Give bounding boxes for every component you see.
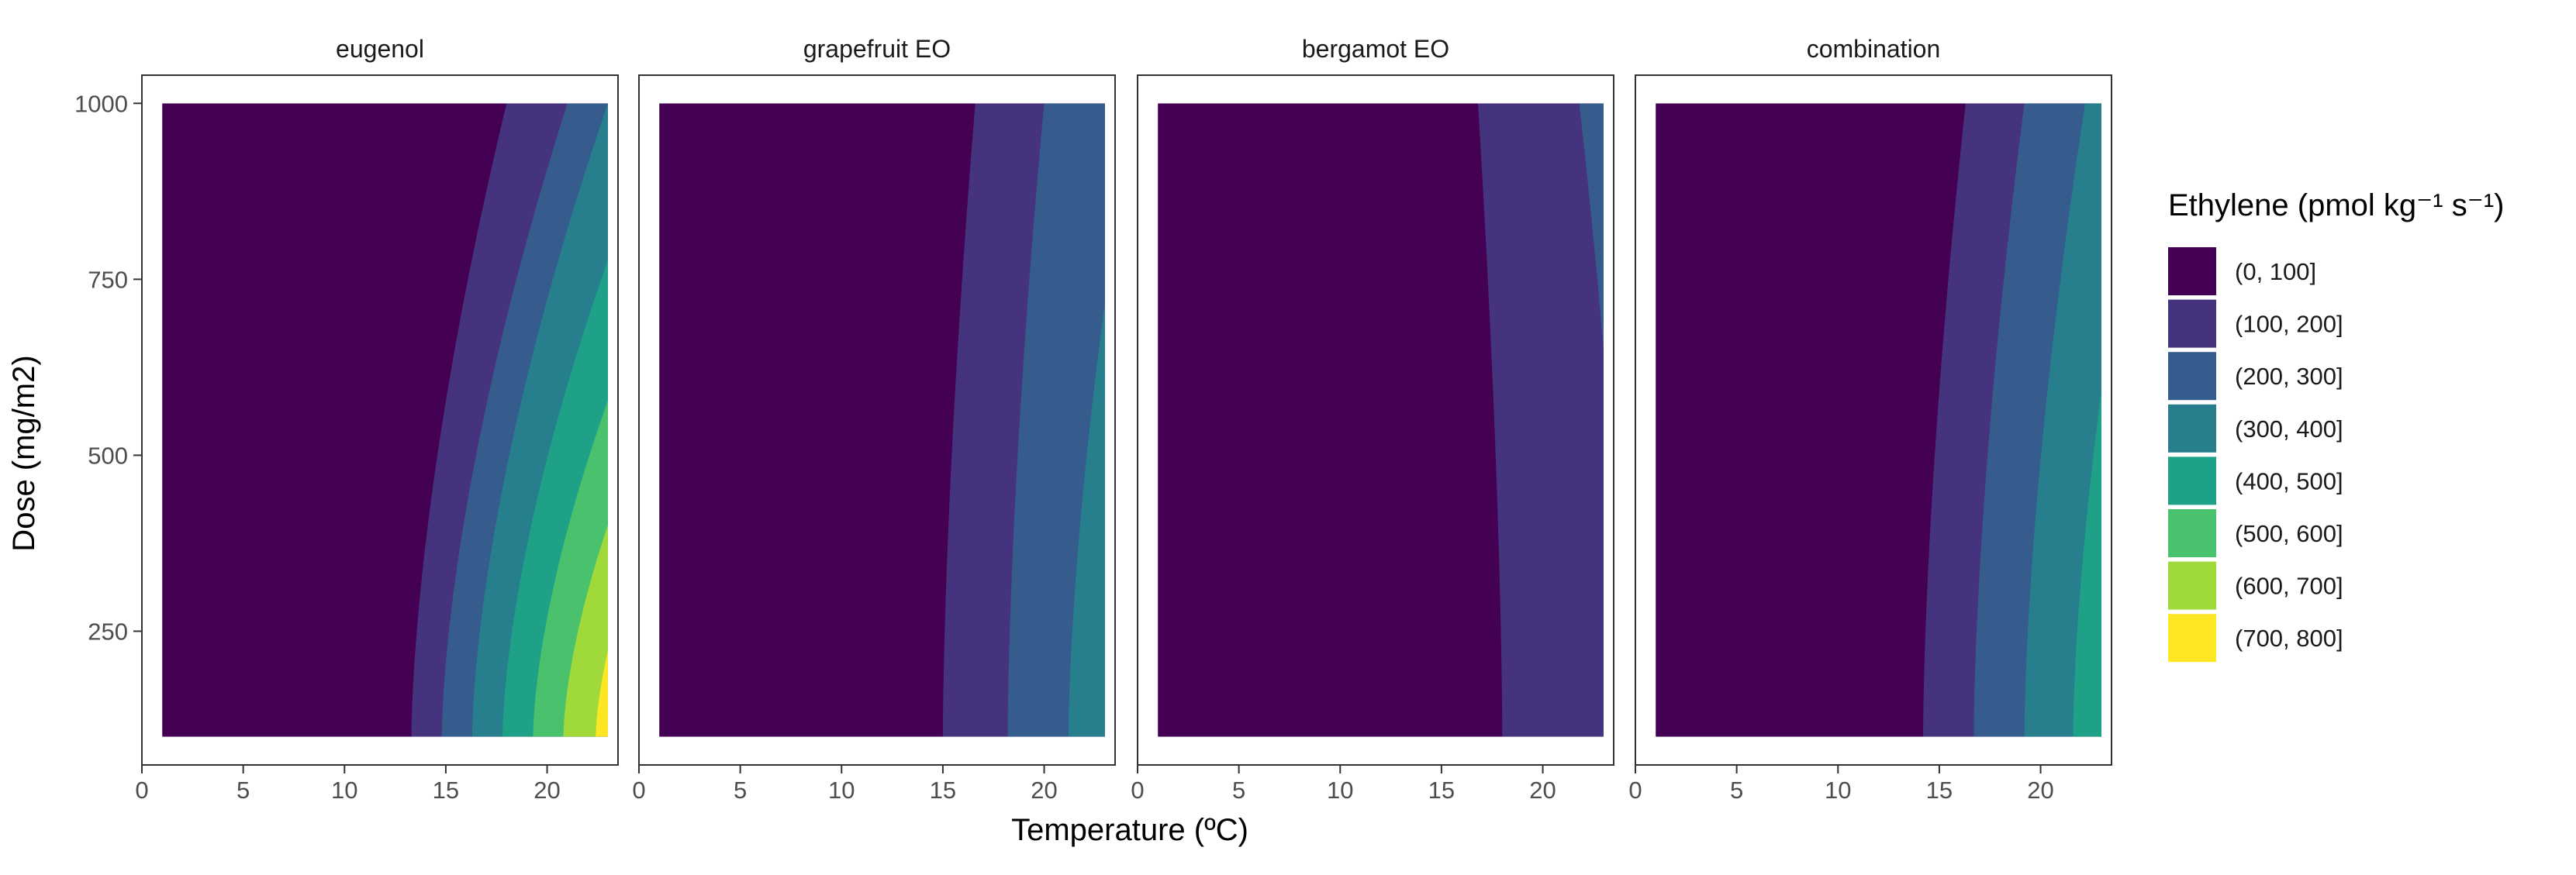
- facet-label: eugenol: [336, 35, 424, 63]
- contour-band: [1579, 103, 1604, 350]
- legend: Ethylene (pmol kg⁻¹ s⁻¹) (0, 100] (100, 2…: [2168, 188, 2504, 663]
- legend-key: [2168, 352, 2216, 401]
- legend-key: [2168, 404, 2216, 453]
- x-tick-label: 10: [1825, 777, 1851, 804]
- x-tick-label: 15: [433, 777, 459, 804]
- contour-band: [2073, 391, 2101, 737]
- legend-label: (600, 700]: [2235, 573, 2343, 600]
- x-tick-label: 15: [1428, 777, 1455, 804]
- contour-band: [1477, 103, 1604, 737]
- legend-label: (100, 200]: [2235, 311, 2343, 338]
- facet-label: grapefruit EO: [803, 35, 951, 63]
- facet-label: bergamot EO: [1302, 35, 1449, 63]
- panel: combination 0 5 10 15 20: [1628, 35, 2112, 804]
- panel-border: [1137, 74, 1614, 766]
- legend-key: [2168, 561, 2216, 610]
- contour-band: [563, 525, 608, 737]
- panel-border: [638, 74, 1116, 766]
- x-tick-label: 0: [135, 777, 148, 804]
- y-tick-label: 750: [88, 266, 128, 293]
- panel: grapefruit EO 0 5 10 15 20: [632, 35, 1116, 804]
- legend-label: (500, 600]: [2235, 520, 2343, 547]
- x-tick-label: 20: [2027, 777, 2053, 804]
- legend-title: Ethylene (pmol kg⁻¹ s⁻¹): [2168, 188, 2504, 222]
- y-tick-label: 1000: [74, 90, 128, 117]
- x-tick-label: 10: [828, 777, 855, 804]
- contour-band: [1068, 303, 1105, 737]
- x-tick-label: 20: [534, 777, 560, 804]
- x-tick-label: 5: [734, 777, 747, 804]
- x-tick-label: 15: [930, 777, 956, 804]
- x-tick-label: 20: [1031, 777, 1057, 804]
- x-tick-label: 15: [1926, 777, 1953, 804]
- x-tick-label: 0: [632, 777, 645, 804]
- legend-key: [2168, 456, 2216, 505]
- x-tick-label: 5: [1232, 777, 1245, 804]
- facet-label: combination: [1807, 35, 1941, 63]
- y-tick-label: 500: [88, 442, 128, 469]
- x-tick-label: 10: [331, 777, 357, 804]
- panel-border: [141, 74, 619, 766]
- legend-label: (0, 100]: [2235, 258, 2316, 285]
- y-tick-label: 250: [88, 618, 128, 645]
- legend-key: [2168, 247, 2216, 295]
- y-axis-label: Dose (mg/m2): [7, 355, 41, 551]
- contour-band: [596, 650, 608, 737]
- legend-key: [2168, 614, 2216, 663]
- x-tick-label: 0: [1131, 777, 1144, 804]
- legend-label: (200, 300]: [2235, 363, 2343, 390]
- panel: eugenol 0 5 10 15 20 250 500 750 1000: [74, 35, 619, 804]
- x-tick-label: 10: [1327, 777, 1353, 804]
- x-tick-label: 20: [1529, 777, 1556, 804]
- x-tick-label: 0: [1628, 777, 1642, 804]
- legend-label: (400, 500]: [2235, 467, 2343, 494]
- x-axis-label: Temperature (ºC): [1011, 813, 1248, 847]
- legend-label: (300, 400]: [2235, 415, 2343, 443]
- panel-border: [1635, 74, 2112, 766]
- legend-key: [2168, 299, 2216, 348]
- legend-key: [2168, 509, 2216, 557]
- x-tick-label: 5: [237, 777, 250, 804]
- x-tick-label: 5: [1730, 777, 1743, 804]
- legend-label: (700, 800]: [2235, 625, 2343, 652]
- panel: bergamot EO 0 5 10 15 20: [1131, 35, 1614, 804]
